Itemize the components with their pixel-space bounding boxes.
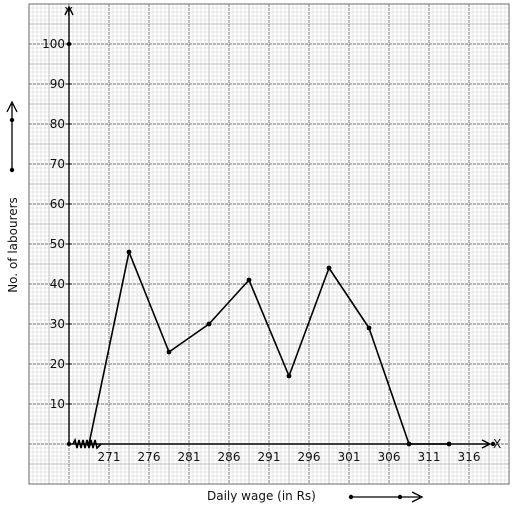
data-point [446,441,452,447]
x-axis-arrowhead [481,439,492,449]
x-tick-label: 281 [178,450,201,464]
y-tick-label: 100 [42,37,65,51]
x-tick-label: 306 [378,450,401,464]
data-point [126,249,132,255]
x-end-point [490,441,496,447]
y-tick-label: 40 [50,277,65,291]
data-point [326,265,332,271]
x-axis-label: Daily wage (in Rs) [207,489,316,503]
data-point [86,441,92,447]
x-tick-label: 271 [98,450,121,464]
data-point [406,441,412,447]
y-tick-label: 60 [50,197,65,211]
x-tick-label: 301 [338,450,361,464]
y-axis-letter: Y [64,5,73,19]
x-axis-letter: X [493,437,501,451]
grid-major-lines [28,3,510,485]
y-tick-label: 80 [50,117,65,131]
data-point [206,321,212,327]
y-tick-label: 70 [50,157,65,171]
data-point [286,373,292,379]
data-point [246,277,252,283]
y-tick-label: 20 [50,357,65,371]
data-point [166,349,172,355]
axis-break-zigzag [72,437,102,450]
y-axis-label: No. of labourers [6,197,20,293]
x-tick-label: 286 [218,450,241,464]
x-tick-label: 291 [258,450,281,464]
data-point [366,325,372,331]
origin-point [66,441,72,447]
y-axis-arrowhead [64,5,74,16]
y-tick-label: 10 [50,397,65,411]
x-tick-label: 276 [138,450,161,464]
x-tick-label: 316 [458,450,481,464]
x-tick-label: 296 [298,450,321,464]
y-direction-arrow-icon [6,100,18,173]
y-tick-label: 90 [50,77,65,91]
graph-paper-grid [28,3,510,485]
x-direction-arrow-icon [348,491,424,503]
x-tick-label: 311 [418,450,441,464]
tick-labels: 10 20 30 40 50 60 70 80 90 100 271 276 281 286 291 296 3… [42,37,480,464]
y-tick-label: 30 [50,317,65,331]
series-line [88,251,449,445]
frequency-polygon [86,249,452,447]
y-tick-label: 50 [50,237,65,251]
